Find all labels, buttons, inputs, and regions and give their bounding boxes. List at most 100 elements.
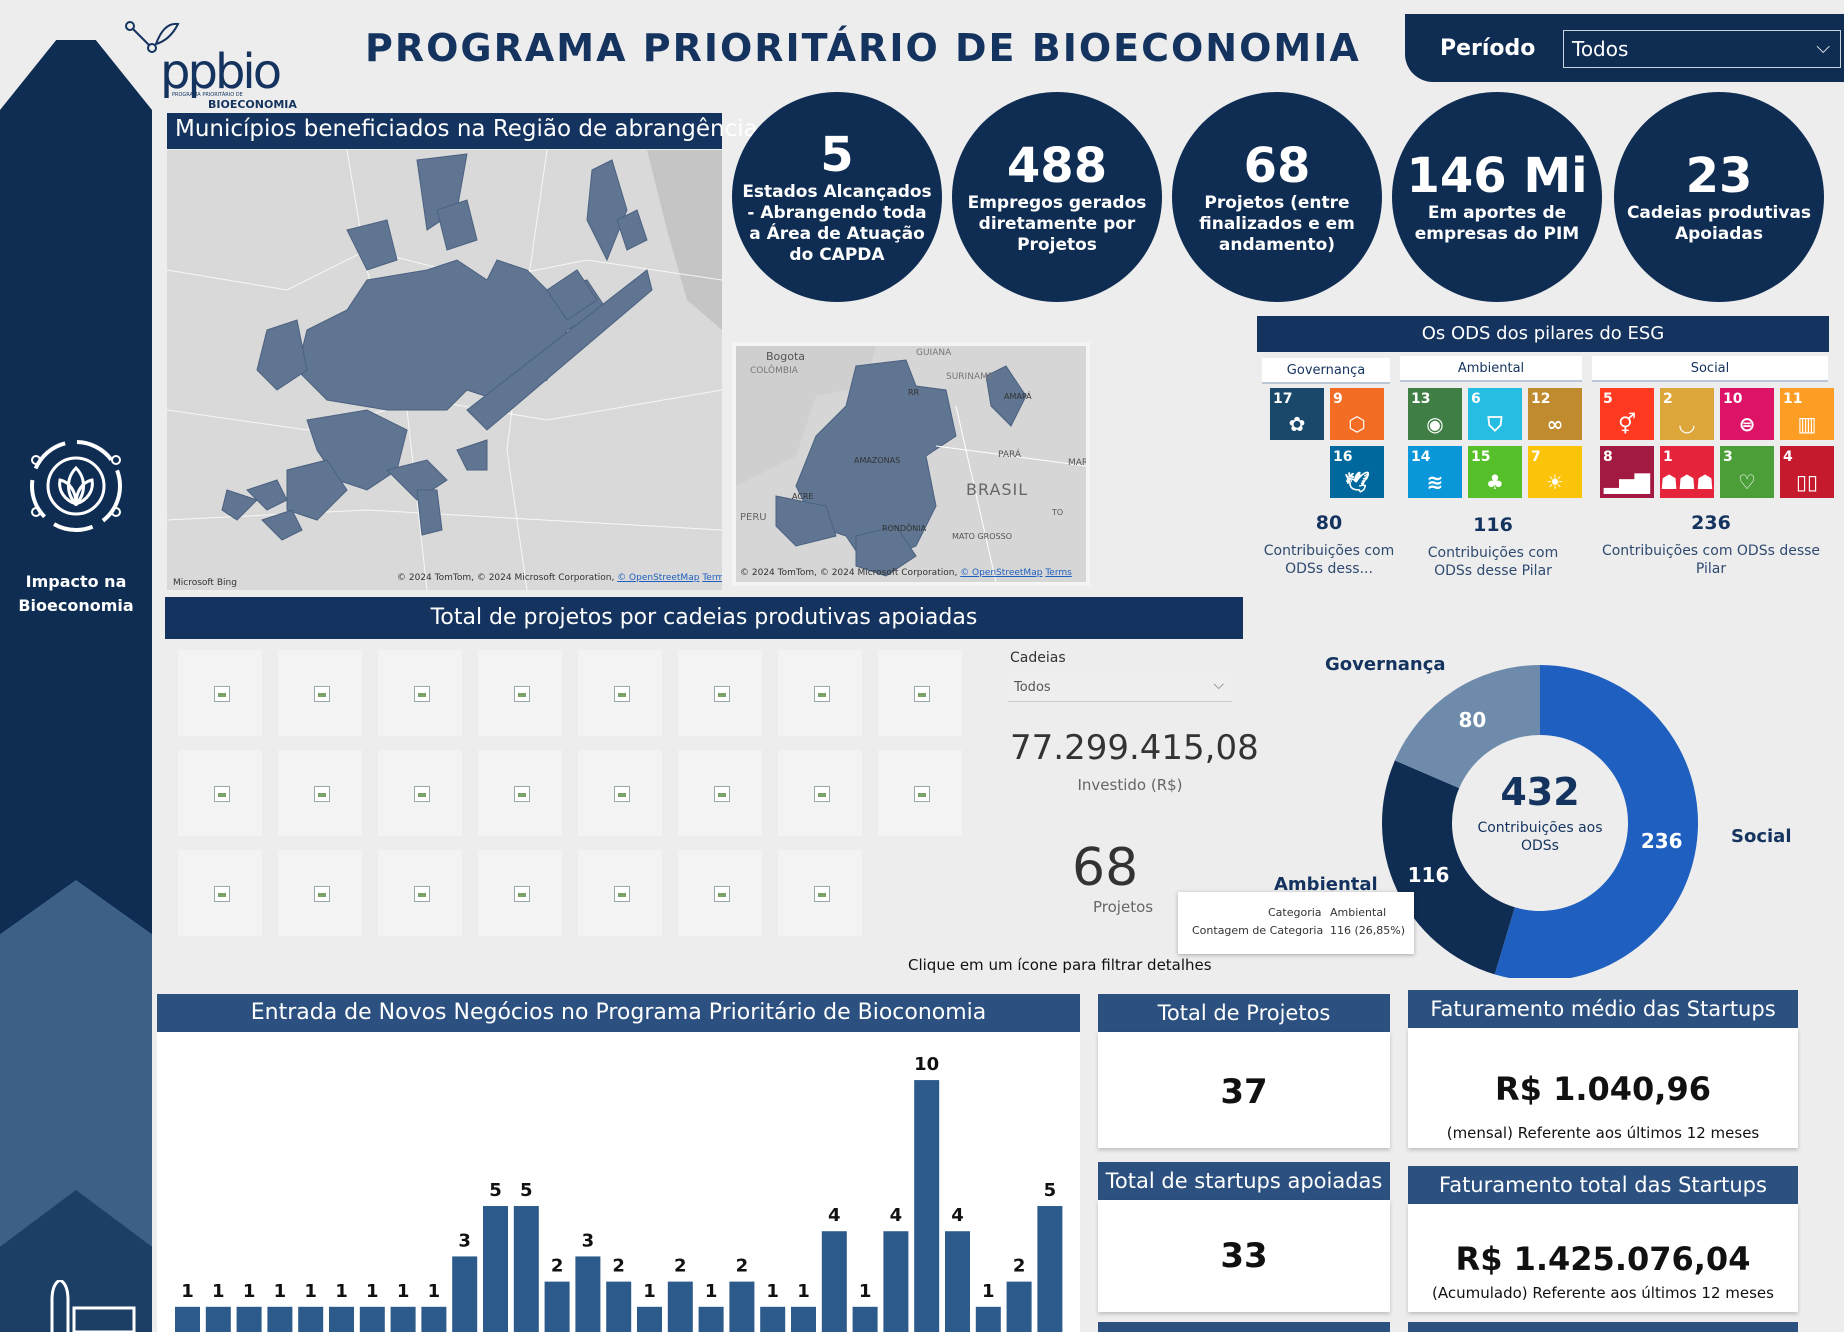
page-title: PROGRAMA PRIORITÁRIO DE BIOECONOMIA	[365, 26, 1361, 70]
cadeias-filter-select[interactable]: Todos ⌵	[1008, 674, 1232, 702]
bar[interactable]	[760, 1306, 786, 1332]
bar[interactable]	[421, 1306, 447, 1332]
cadeia-icon-button[interactable]	[678, 650, 762, 736]
ods-1-icon[interactable]: 1 ☗☗☗	[1660, 446, 1714, 498]
ods-16-icon[interactable]: 16 🕊	[1330, 446, 1384, 498]
bar[interactable]	[821, 1231, 847, 1332]
cadeias-filter-value: Todos	[1014, 680, 1051, 695]
bar[interactable]	[329, 1306, 354, 1332]
cadeia-icon-button[interactable]	[178, 650, 262, 736]
bar[interactable]	[914, 1080, 940, 1332]
cadeia-icon-button[interactable]	[778, 750, 862, 836]
bar[interactable]	[513, 1206, 539, 1332]
ods-3-icon[interactable]: 3 ♡	[1720, 446, 1774, 498]
broken-image-icon	[414, 786, 430, 802]
sidebar-label[interactable]: Impacto na Bioeconomia	[0, 570, 152, 618]
cadeia-icon-button[interactable]	[278, 750, 362, 836]
cadeia-icon-button[interactable]	[578, 650, 662, 736]
ods-2-icon[interactable]: 2 ◡	[1660, 388, 1714, 440]
broken-image-icon	[914, 686, 930, 702]
ods-10-icon[interactable]: 10 ⊜	[1720, 388, 1774, 440]
bar[interactable]	[483, 1206, 508, 1332]
cadeia-icon-button[interactable]	[178, 850, 262, 936]
novos-negocios-chart[interactable]: 1 1 1 1 1 1 1 1 1 3 5 5 2 3 2 1 2 1 2 1 1 4 1 4 10 4 1 2 5	[157, 1032, 1080, 1332]
bar[interactable]	[267, 1306, 293, 1332]
cadeia-icon-button[interactable]	[878, 750, 962, 836]
cadeia-icon-button[interactable]	[378, 850, 462, 936]
cadeia-icon-button[interactable]	[878, 650, 962, 736]
ods-4-icon[interactable]: 4 ▯▯	[1780, 446, 1834, 498]
fat-total-value: R$ 1.425.076,04	[1455, 1240, 1751, 1278]
map-osm-link[interactable]: © OpenStreetMap	[617, 573, 700, 583]
ods-6-icon[interactable]: 6 ⛉	[1468, 388, 1522, 440]
cadeia-icon-button[interactable]	[578, 850, 662, 936]
cadeia-icon-button[interactable]	[478, 850, 562, 936]
ods-8-icon[interactable]: 8 ▂▅▇	[1600, 446, 1654, 498]
bar[interactable]	[575, 1256, 601, 1332]
bar[interactable]	[544, 1281, 570, 1332]
bar[interactable]	[975, 1306, 1001, 1332]
map-credit: © 2024 TomTom, © 2024 Microsoft Corporat…	[397, 573, 722, 583]
bar[interactable]	[606, 1281, 632, 1332]
map-terms-link[interactable]: Terms	[702, 573, 722, 583]
cadeia-icon-button[interactable]	[678, 850, 762, 936]
bar[interactable]	[791, 1306, 816, 1332]
cadeia-icon-button[interactable]	[778, 850, 862, 936]
donut-slice-governança[interactable]	[1394, 665, 1540, 789]
ods-7-icon[interactable]: 7 ☀	[1528, 446, 1582, 498]
bar[interactable]	[945, 1231, 970, 1332]
bar-data-label: 1	[243, 1281, 256, 1302]
cadeia-icon-button[interactable]	[178, 750, 262, 836]
cadeia-icon-button[interactable]	[478, 650, 562, 736]
cadeia-icon-button[interactable]	[378, 650, 462, 736]
bar[interactable]	[883, 1231, 909, 1332]
cadeia-icon-button[interactable]	[478, 750, 562, 836]
bar[interactable]	[452, 1256, 478, 1332]
map-label-amapa: AMAPÁ	[1004, 392, 1032, 401]
bar[interactable]	[698, 1306, 724, 1332]
bar-data-label: 1	[181, 1281, 194, 1302]
bar-data-label: 10	[914, 1054, 939, 1075]
ods-14-icon[interactable]: 14 ≋	[1408, 446, 1462, 498]
cadeia-icon-button[interactable]	[278, 850, 362, 936]
bar[interactable]	[852, 1306, 878, 1332]
ods-12-icon[interactable]: 12 ∞	[1528, 388, 1582, 440]
kpi-projetos: 68 Projetos (entre finalizados e em anda…	[1172, 92, 1382, 302]
bar[interactable]	[729, 1281, 755, 1332]
ods-tab-governanca[interactable]: Governança	[1262, 358, 1390, 384]
ods-17-icon[interactable]: 17 ✿	[1270, 388, 1324, 440]
ods-13-icon[interactable]: 13 ◉	[1408, 388, 1462, 440]
donut-slice-ambiental[interactable]	[1382, 760, 1515, 975]
esg-donut-chart[interactable]: 236 116 80	[1375, 648, 1715, 978]
ods-5-icon[interactable]: 5 ⚥	[1600, 388, 1654, 440]
donut-slice-social[interactable]	[1494, 665, 1698, 978]
brazil-states-map[interactable]: Bogota COLÔMBIA GUIANA SURINAME AMAPÁ RR…	[732, 342, 1090, 586]
bar[interactable]	[298, 1306, 324, 1332]
bar-data-label: 3	[458, 1230, 471, 1251]
ods-15-icon[interactable]: 15 ♣	[1468, 446, 1522, 498]
map-small-terms-link[interactable]: Terms	[1045, 568, 1072, 578]
bar[interactable]	[359, 1306, 385, 1332]
bar[interactable]	[1037, 1206, 1063, 1332]
bar-data-label: 1	[643, 1281, 656, 1302]
bar[interactable]	[637, 1306, 662, 1332]
municipios-map[interactable]: Microsoft Bing © 2024 TomTom, © 2024 Mic…	[167, 150, 722, 590]
bar[interactable]	[390, 1306, 416, 1332]
cadeia-icon-button[interactable]	[678, 750, 762, 836]
ods-tab-ambiental[interactable]: Ambiental	[1400, 356, 1582, 382]
cadeia-icon-button[interactable]	[578, 750, 662, 836]
cadeia-icon-button[interactable]	[778, 650, 862, 736]
bar[interactable]	[236, 1306, 262, 1332]
bar[interactable]	[205, 1306, 231, 1332]
periodo-select[interactable]: Todos ⌵	[1563, 30, 1841, 68]
ods-11-icon[interactable]: 11 ▥	[1780, 388, 1834, 440]
ods-tab-social[interactable]: Social	[1592, 356, 1828, 382]
bar[interactable]	[1006, 1281, 1032, 1332]
cadeia-icon-button[interactable]	[278, 650, 362, 736]
map-small-osm-link[interactable]: © OpenStreetMap	[960, 568, 1043, 578]
cadeia-icon-button[interactable]	[378, 750, 462, 836]
ods-9-icon[interactable]: 9 ⬡	[1330, 388, 1384, 440]
bar[interactable]	[175, 1306, 200, 1332]
bar[interactable]	[667, 1281, 693, 1332]
donut-label-ambiental: Ambiental	[1274, 874, 1378, 895]
